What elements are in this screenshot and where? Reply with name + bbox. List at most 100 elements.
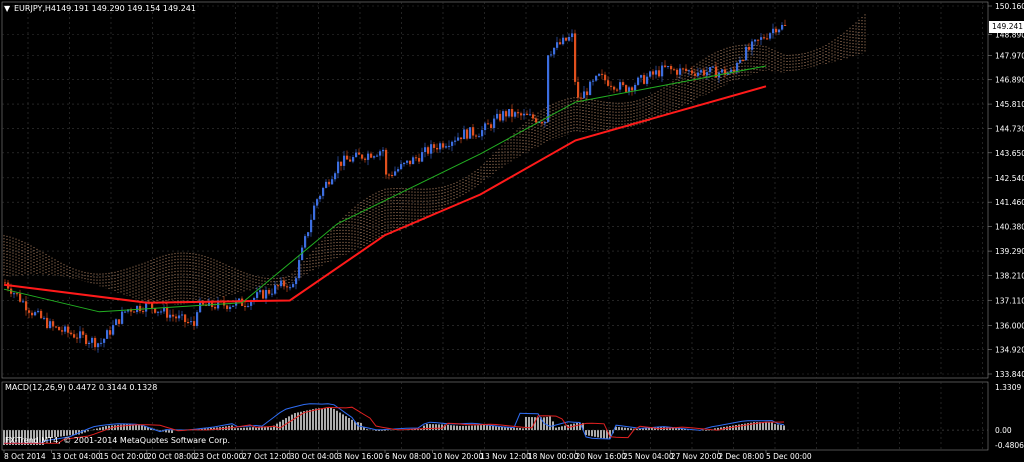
moving-averages xyxy=(3,65,767,313)
time-tick-label: 15 Oct 20:00 xyxy=(99,452,148,461)
candle xyxy=(481,126,484,141)
candle xyxy=(364,157,367,163)
candle xyxy=(121,306,124,325)
candle xyxy=(430,140,433,159)
candle xyxy=(604,71,607,85)
candle xyxy=(28,307,31,319)
candle xyxy=(247,302,250,308)
candle xyxy=(319,194,322,203)
candle xyxy=(520,111,523,120)
ichimoku-cloud xyxy=(3,14,866,305)
candle xyxy=(169,309,172,322)
candle xyxy=(682,67,685,74)
candle xyxy=(157,311,160,317)
candle xyxy=(775,26,778,36)
candle xyxy=(316,198,319,209)
candle xyxy=(61,326,64,336)
price-tick-label: 142.540 xyxy=(995,174,1024,183)
candle xyxy=(607,76,610,87)
time-tick-label: 20 Oct 08:00 xyxy=(147,452,196,461)
candle xyxy=(403,162,406,167)
candle xyxy=(709,66,712,77)
candle xyxy=(118,319,121,327)
time-tick-label: 6 Nov 08:00 xyxy=(385,452,431,461)
candle xyxy=(661,61,664,82)
candle xyxy=(757,39,760,45)
candle xyxy=(721,68,724,75)
candle xyxy=(193,316,196,330)
candle xyxy=(322,186,325,200)
candle xyxy=(541,120,544,127)
main-frame xyxy=(1,1,989,379)
time-tick-label: 23 Oct 00:00 xyxy=(195,452,244,461)
candle xyxy=(307,231,310,239)
candle xyxy=(445,143,448,149)
candle xyxy=(310,214,313,237)
candle xyxy=(577,76,580,102)
current-price-tag: 149.241 xyxy=(989,20,1024,33)
candle xyxy=(637,76,640,86)
candle xyxy=(184,314,187,328)
candle xyxy=(361,153,364,161)
candle xyxy=(385,147,388,179)
candle xyxy=(544,121,547,128)
price-tick-label: 144.730 xyxy=(995,124,1024,133)
candle xyxy=(625,84,628,93)
candle xyxy=(346,150,349,160)
candle xyxy=(505,109,508,122)
candle xyxy=(166,302,169,322)
macd-axis-bottom: -0.4806 xyxy=(995,441,1024,450)
candle xyxy=(70,330,73,336)
candle xyxy=(748,42,751,52)
candle xyxy=(568,33,571,42)
price-tick-label: 146.890 xyxy=(995,76,1024,85)
candle xyxy=(106,328,109,339)
ma-fast-line xyxy=(3,65,767,313)
candle xyxy=(631,86,634,96)
time-tick-label: 20 Nov 16:00 xyxy=(576,452,627,461)
candle xyxy=(406,160,409,166)
time-tick-label: 18 Nov 00:00 xyxy=(528,452,579,461)
candle xyxy=(772,23,775,39)
candle xyxy=(550,51,553,58)
candle xyxy=(283,277,286,290)
candle xyxy=(226,304,229,312)
candle xyxy=(256,286,259,301)
macd-label: MACD(12,26,9) 0.4472 0.3144 0.1328 xyxy=(5,383,157,392)
candle xyxy=(592,79,595,86)
candle xyxy=(784,19,787,26)
candle xyxy=(745,44,748,62)
candle xyxy=(64,324,67,335)
price-tick-label: 133.840 xyxy=(995,370,1024,379)
candle xyxy=(751,38,754,56)
candle xyxy=(766,33,769,40)
candle xyxy=(91,336,94,349)
candle xyxy=(262,288,265,300)
price-tick-label: 141.460 xyxy=(995,198,1024,207)
candle xyxy=(331,175,334,185)
candle xyxy=(424,142,427,158)
candle xyxy=(502,109,505,123)
candle xyxy=(439,141,442,153)
candle xyxy=(769,32,772,41)
candle xyxy=(391,171,394,178)
candle xyxy=(589,80,592,96)
candle xyxy=(304,234,307,249)
candle xyxy=(475,134,478,140)
candle xyxy=(622,80,625,87)
candle xyxy=(523,109,526,120)
candle xyxy=(178,310,181,322)
candle xyxy=(289,284,292,291)
macd-axis-top: 1.3309 xyxy=(995,383,1021,392)
chart-header-arrow[interactable]: ▼ xyxy=(4,4,11,13)
candle xyxy=(19,289,22,303)
candle xyxy=(472,124,475,139)
candle xyxy=(109,326,112,339)
candle xyxy=(427,145,430,156)
macd-signal-line xyxy=(4,406,785,444)
candles xyxy=(4,19,787,353)
candle xyxy=(379,149,382,161)
candle xyxy=(370,151,373,159)
